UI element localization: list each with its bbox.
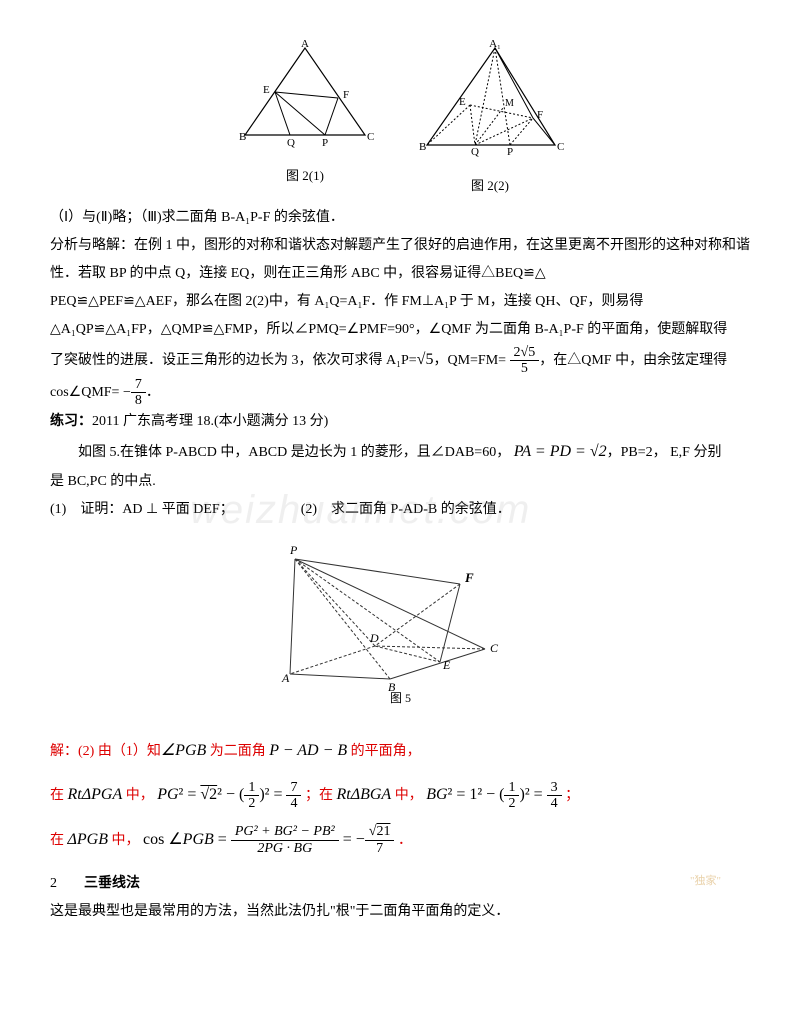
text-span: 由（1）知 — [98, 744, 161, 759]
section-title: 三垂线法 — [84, 876, 140, 891]
figures-row: A B C E F Q P 图 2(1) A₁ B C E F — [50, 40, 750, 199]
svg-text:F: F — [464, 570, 474, 585]
svg-text:C: C — [490, 641, 499, 655]
svg-text:E: E — [442, 658, 451, 672]
paragraph-6: cos∠QMF= −78． — [50, 377, 750, 409]
svg-text:E: E — [263, 84, 270, 96]
text-span: ，在△QMF 中，由余弦定理得 — [539, 353, 727, 368]
formula-angle: ∠PGB — [161, 742, 206, 759]
svg-text:C: C — [367, 131, 374, 143]
text-span: ． — [146, 385, 160, 400]
section-2-heading: 2 三垂线法 — [50, 870, 750, 898]
formula-fraction-78: 78 — [131, 377, 146, 409]
formula-cos-pgb: cos ∠PGB = PG² + BG² − PB²2PG · BG = −√2… — [143, 831, 394, 848]
svg-text:M: M — [505, 98, 514, 109]
paragraph-5: 了突破性的进展．设正三角形的边长为 3，依次可求得 A₁P=√5，QM=FM= … — [50, 344, 750, 377]
text-span: 中， — [395, 788, 423, 803]
formula-pg2: PG² = √2² − (12)² = 74 — [157, 786, 301, 803]
svg-text:F: F — [343, 89, 349, 101]
triangle-diagram-2: A₁ B C E F Q P M — [415, 40, 565, 160]
paragraph-1: （Ⅰ）与(Ⅱ)略；（Ⅲ)求二面角 B-A₁P-F 的余弦值． — [50, 204, 750, 232]
svg-text:E: E — [459, 96, 466, 108]
svg-text:B: B — [419, 141, 426, 153]
svg-text:F: F — [537, 109, 543, 121]
text-span: 了突破性的进展．设正三角形的边长为 3，依次可求得 A₁P= — [50, 353, 417, 368]
svg-text:A: A — [301, 40, 309, 50]
svg-text:B: B — [239, 131, 246, 143]
paragraph-3: PEQ≌△PEF≌△AEF，那么在图 2(2)中，有 A₁Q=A₁F．作 FM⊥… — [50, 288, 750, 316]
formula-rt-bga: RtΔBGA — [336, 786, 391, 803]
svg-text:Q: Q — [287, 137, 295, 149]
solution-line-2: 在 RtΔPGA 中， PG² = √2² − (12)² = 74 ；在 Rt… — [50, 779, 750, 811]
svg-text:P: P — [289, 543, 298, 557]
svg-text:P: P — [322, 137, 328, 149]
formula-neg: − — [123, 385, 131, 400]
text-span: ；在 — [305, 788, 333, 803]
paragraph-last: 这是最典型也是最常用的方法，当然此法仍扎"根"于二面角平面角的定义． — [50, 898, 750, 926]
question-1: (1) 证明：AD ⊥ 平面 DEF； — [50, 502, 234, 517]
text-span: ，QM=FM= — [433, 353, 506, 368]
figure-caption-2: 图 2(2) — [415, 173, 565, 199]
text-span: cos∠QMF= — [50, 385, 119, 400]
text-span: 中， — [112, 833, 140, 848]
formula-fraction: 2√55 — [510, 345, 540, 377]
formula-bg2: BG² = 1² − (12)² = 34 — [426, 786, 561, 803]
section-number: 2 — [50, 876, 57, 891]
formula-sqrt5: √5 — [417, 351, 434, 368]
text-span: 的平面角， — [351, 744, 421, 759]
text-span: 为二面角 — [210, 744, 266, 759]
text-span: 如图 5.在锥体 P-ABCD 中，ABCD 是边长为 1 的菱形，且∠DAB=… — [50, 445, 510, 460]
text-span: ． — [398, 833, 412, 848]
figure-2-1: A B C E F Q P 图 2(1) — [235, 40, 375, 199]
triangle-diagram-1: A B C E F Q P — [235, 40, 375, 150]
question-2: (2) 求二面角 P-AD-B 的余弦值． — [301, 502, 511, 517]
paragraph-2: 分析与略解：在例 1 中，图形的对称和谐状态对解题产生了很好的启迪作用，在这里更… — [50, 232, 750, 288]
paragraph-8: 是 BC,PC 的中点. — [50, 468, 750, 496]
text-span: ； — [565, 788, 579, 803]
solution-line-1: 解：(2) 由（1）知∠PGB 为二面角 P − AD − B 的平面角， — [50, 735, 750, 767]
formula-rt-pga: RtΔPGA — [68, 786, 123, 803]
formula-pgb: ΔPGB — [68, 831, 109, 848]
svg-text:C: C — [557, 141, 564, 153]
questions-line: (1) 证明：AD ⊥ 平面 DEF； (2) 求二面角 P-AD-B 的余弦值… — [50, 496, 750, 524]
figure-2-2: A₁ B C E F Q P M 图 2(2) — [415, 40, 565, 199]
text-span: 在 — [50, 788, 64, 803]
paragraph-7: 如图 5.在锥体 P-ABCD 中，ABCD 是边长为 1 的菱形，且∠DAB=… — [50, 436, 750, 468]
svg-text:A: A — [281, 671, 290, 685]
practice-line: 练习：2011 广东高考理 18.(本小题满分 13 分) — [50, 408, 750, 436]
text-span: ，PB=2， E,F 分别 — [607, 445, 722, 460]
formula-pa-pd: PA = PD = √2 — [514, 443, 607, 460]
text-span: 在 — [50, 833, 64, 848]
figure-5: P A B C D E F 图 5 — [50, 534, 750, 715]
svg-text:P: P — [507, 146, 513, 158]
paragraph-4: △A₁QP≌△A₁FP，△QMP≌△FMP，所以∠PMQ=∠PMF=90°，∠Q… — [50, 316, 750, 344]
practice-text: 2011 广东高考理 18.(本小题满分 13 分) — [92, 414, 328, 429]
solution-line-3: 在 ΔPGB 中， cos ∠PGB = PG² + BG² − PB²2PG … — [50, 824, 750, 856]
sol-label: 解：(2) — [50, 744, 94, 759]
page: weizhuannet.com "独家" A B C E F Q P 图 2(1… — [50, 40, 750, 926]
svg-text:A₁: A₁ — [489, 40, 501, 50]
figure-caption-1: 图 2(1) — [235, 163, 375, 189]
formula-dihedral: P − AD − B — [269, 742, 347, 759]
svg-text:D: D — [369, 631, 379, 645]
svg-text:图 5: 图 5 — [390, 691, 411, 704]
practice-label: 练习： — [50, 414, 92, 429]
pyramid-diagram: P A B C D E F 图 5 — [260, 534, 540, 704]
svg-text:Q: Q — [471, 146, 479, 158]
text-span: 中， — [126, 788, 154, 803]
